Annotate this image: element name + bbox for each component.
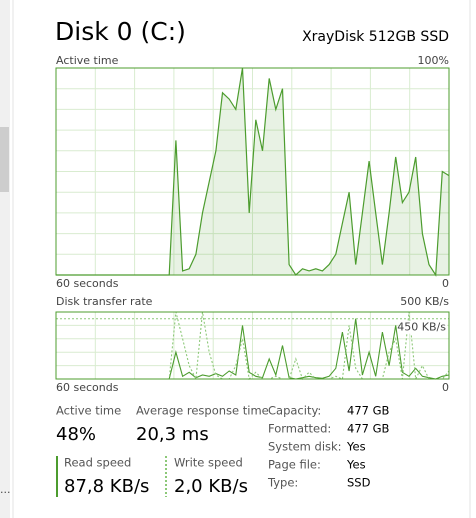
disk-title: Disk 0 (C:)	[55, 17, 186, 46]
property-value: SSD	[347, 476, 371, 490]
property-value: 477 GB	[347, 404, 390, 418]
more-indicator[interactable]: ...	[0, 483, 11, 496]
property-label: Formatted:	[268, 422, 331, 436]
chart-label: Active time	[56, 54, 119, 67]
stat-value: 87,8 KB/s	[64, 476, 149, 497]
property-value: Yes	[346, 458, 366, 472]
stat-value: 20,3 ms	[136, 424, 209, 445]
sidebar-track	[0, 0, 10, 518]
stat-value: 48%	[56, 424, 96, 445]
chart-border	[55, 67, 450, 276]
time-label: 60 seconds	[56, 381, 119, 394]
property-value: 477 GB	[347, 422, 390, 436]
chart-max-label: 500 KB/s	[400, 295, 449, 308]
stat-label: Read speed	[64, 456, 131, 470]
stat-label: Active time	[56, 404, 121, 418]
time-label: 60 seconds	[56, 277, 119, 290]
property-label: System disk:	[268, 440, 342, 454]
scale-marker-bg	[401, 320, 447, 334]
chart-label: Disk transfer rate	[56, 295, 153, 308]
stat-label: Write speed	[174, 456, 243, 470]
disk-model: XrayDisk 512GB SSD	[302, 29, 449, 45]
property-label: Type:	[267, 476, 298, 490]
zero-label: 0	[442, 381, 449, 394]
scale-marker-label: 450 KB/s	[397, 321, 446, 334]
stat-value: 2,0 KB/s	[174, 476, 248, 497]
chart-max-label: 100%	[418, 54, 449, 67]
chart-border	[55, 311, 450, 380]
stat-label: Average response time	[136, 404, 269, 418]
property-label: Page file:	[268, 458, 321, 472]
sidebar-scroll-thumb[interactable]	[0, 127, 9, 192]
property-value: Yes	[346, 440, 366, 454]
zero-label: 0	[442, 277, 449, 290]
property-label: Capacity:	[268, 404, 321, 418]
